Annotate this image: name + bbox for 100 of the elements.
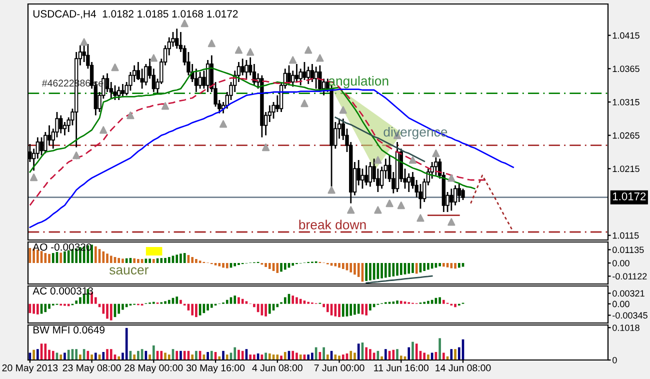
point [111, 64, 119, 72]
candlestick [206, 59, 210, 93]
bar [442, 352, 445, 360]
bar [90, 244, 93, 263]
bar [106, 349, 108, 360]
bar [384, 349, 387, 360]
point [408, 156, 417, 164]
bar [137, 350, 140, 360]
bar [423, 263, 426, 271]
candlestick [120, 83, 125, 98]
bar [52, 350, 54, 360]
candlestick [198, 71, 202, 90]
point [448, 174, 456, 182]
y-tick-label: 1.0415 [612, 32, 640, 39]
bar [350, 263, 352, 272]
bar [48, 254, 50, 263]
point [219, 120, 228, 128]
bar [122, 304, 124, 310]
y-tick-label: 1.0365 [612, 66, 640, 72]
bar [458, 263, 460, 268]
point [448, 218, 456, 226]
bar [423, 352, 426, 360]
bar [191, 354, 194, 360]
bar [400, 263, 402, 275]
bar [438, 263, 441, 266]
bar [195, 304, 198, 318]
bar [303, 300, 306, 304]
x-tick-label: 28 May 00:00 [124, 364, 183, 374]
bar [67, 304, 70, 306]
bar [67, 250, 70, 263]
candlestick [175, 28, 179, 50]
bar [280, 356, 282, 360]
bar [60, 354, 62, 360]
bar [369, 304, 372, 310]
bar [396, 349, 398, 360]
text: USDCAD-,H4 1.0182 1.0185 1.0168 1.0172 [33, 10, 238, 19]
point [208, 40, 216, 48]
bar [354, 263, 356, 275]
bar [354, 304, 356, 315]
bar [52, 253, 54, 263]
bar [90, 354, 93, 360]
y-tick-label: 1.0215 [612, 166, 640, 172]
bar [137, 259, 140, 263]
candlestick [453, 184, 458, 206]
point [374, 206, 382, 214]
bar [354, 352, 356, 360]
bar [241, 298, 244, 304]
bar [106, 304, 108, 319]
bar [334, 354, 337, 360]
bar [110, 304, 112, 320]
bar [36, 250, 39, 263]
bar [357, 304, 360, 314]
point [300, 100, 308, 108]
point [126, 112, 134, 120]
bar [148, 258, 151, 263]
bar [148, 354, 151, 360]
bar [118, 258, 120, 263]
bar [60, 252, 62, 263]
bar [122, 258, 124, 263]
bar [412, 342, 414, 360]
bar [36, 349, 39, 360]
bar [102, 352, 105, 360]
bar [338, 304, 340, 318]
bar [176, 296, 178, 304]
bar [299, 354, 302, 360]
bar [144, 258, 148, 263]
bar [284, 297, 286, 304]
bar [365, 347, 368, 360]
point [161, 102, 170, 110]
bar [44, 344, 47, 360]
bar [230, 297, 232, 304]
point [30, 174, 38, 182]
annotation: saucer [109, 267, 149, 275]
bar [110, 256, 112, 263]
bar [195, 350, 198, 360]
bar [118, 304, 120, 314]
bar [218, 263, 221, 266]
bar [238, 350, 240, 360]
bar [365, 304, 368, 316]
bar [238, 297, 240, 304]
bar [369, 263, 372, 280]
annotation: break down [299, 220, 366, 230]
bar [380, 263, 383, 278]
point [339, 106, 347, 114]
bar [412, 263, 414, 273]
bar [36, 304, 39, 314]
bar [408, 263, 410, 274]
point [347, 206, 355, 214]
candlestick [434, 156, 438, 176]
bar [106, 254, 108, 263]
bar [299, 298, 302, 304]
bar [342, 354, 344, 360]
bar [415, 263, 418, 274]
bar [94, 246, 97, 263]
bar [222, 263, 224, 268]
bar [264, 304, 267, 316]
x-tick-label: 30 May 16:00 [186, 364, 245, 374]
bar [164, 258, 166, 263]
bar [152, 345, 155, 360]
bar [67, 350, 70, 360]
